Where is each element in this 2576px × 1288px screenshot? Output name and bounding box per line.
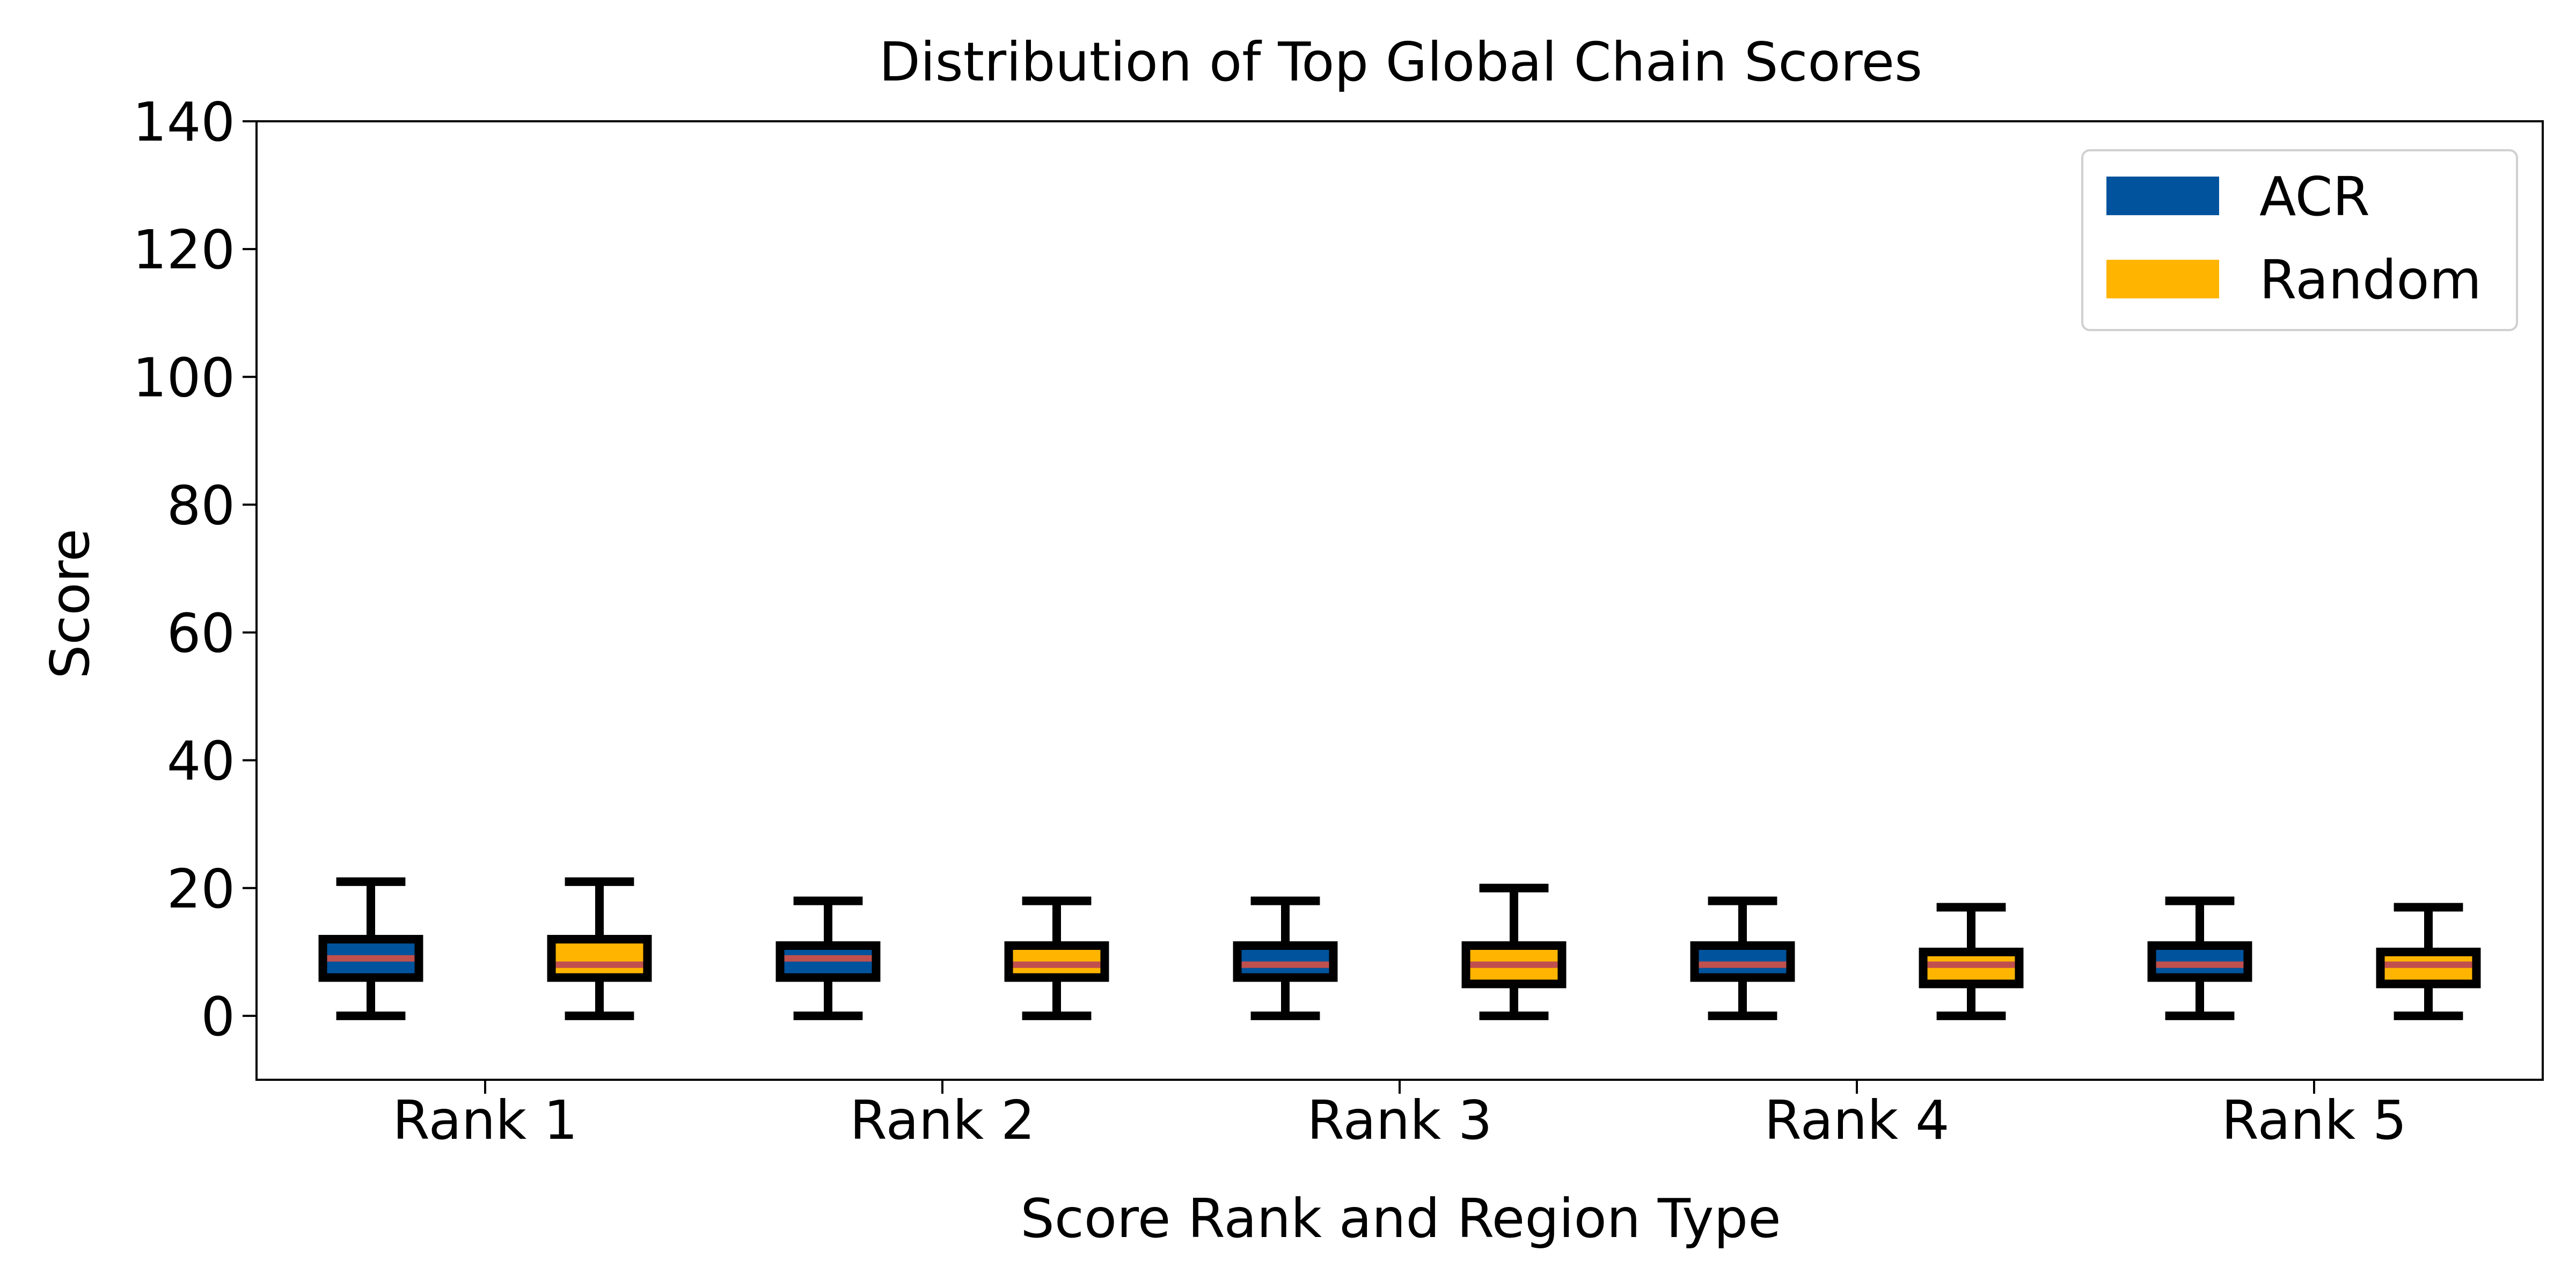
x-tick-label: Rank 5	[2221, 1089, 2406, 1152]
x-tick-label: Rank 4	[1764, 1089, 1949, 1152]
x-tick-label: Rank 1	[392, 1089, 577, 1152]
box-acr-2	[775, 896, 881, 1020]
box-random-4	[1919, 903, 2024, 1020]
legend-label-acr: ACR	[2259, 165, 2370, 228]
x-tick-label: Rank 3	[1307, 1089, 1492, 1152]
box-acr-3	[1233, 896, 1338, 1020]
box-random-1	[547, 877, 652, 1020]
y-axis-label: Score	[39, 529, 101, 679]
legend: ACR Random	[2081, 149, 2518, 331]
y-tick-label: 40	[167, 730, 235, 793]
x-axis-label: Score Rank and Region Type	[1020, 1187, 1781, 1250]
y-tick-label: 20	[167, 858, 235, 920]
chart-title: Distribution of Top Global Chain Scores	[879, 31, 1922, 93]
box-acr-5	[2147, 896, 2252, 1020]
box-acr-1	[318, 877, 423, 1020]
x-tick-label: Rank 2	[850, 1089, 1035, 1152]
y-tick-label: 60	[167, 602, 235, 665]
box-random-3	[1461, 883, 1567, 1020]
iqr-box	[547, 935, 652, 982]
legend-swatch-acr	[2106, 177, 2219, 215]
y-tick-label: 80	[167, 474, 235, 537]
axes: 0 20 40 60 80 100 120 140 Rank 1 Rank 2 Rank 3 Rank…	[133, 91, 2544, 1152]
box-acr-4	[1690, 896, 1795, 1020]
box-random-5	[2376, 903, 2481, 1020]
box-random-2	[1004, 896, 1109, 1020]
y-tick-label: 120	[133, 218, 235, 281]
y-tick-label: 100	[133, 346, 235, 409]
plot-area	[318, 877, 2481, 1020]
y-tick-label: 140	[133, 91, 235, 153]
legend-label-random: Random	[2259, 248, 2482, 311]
y-tick-label: 0	[201, 985, 235, 1048]
legend-swatch-random	[2106, 260, 2219, 298]
